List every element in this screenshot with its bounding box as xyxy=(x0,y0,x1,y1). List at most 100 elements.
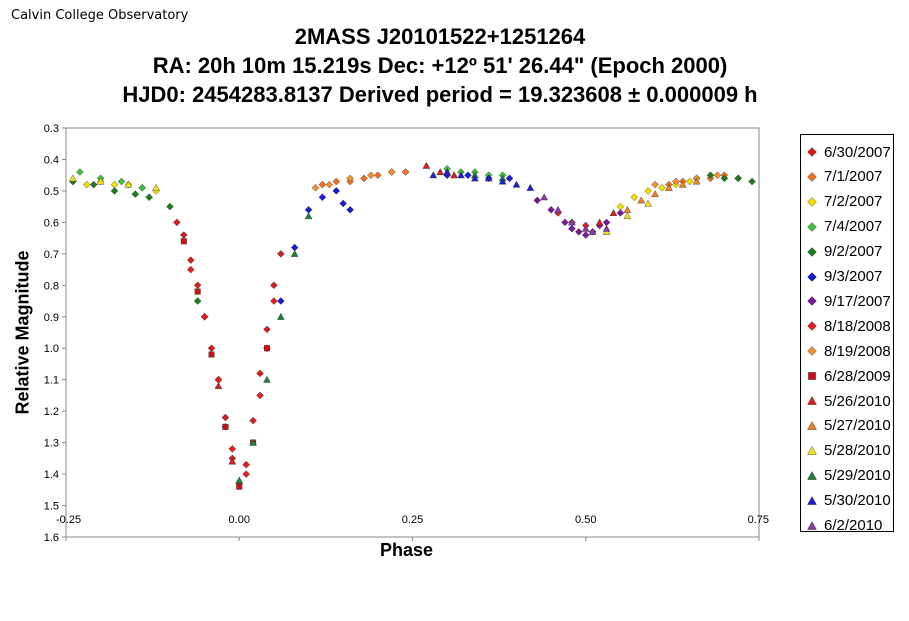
data-point xyxy=(256,369,264,378)
y-tick-label: 1.2 xyxy=(44,406,59,418)
data-point xyxy=(186,256,195,264)
data-point xyxy=(138,183,147,192)
triangle-marker-icon xyxy=(807,396,817,405)
data-point xyxy=(651,190,659,198)
legend-item: 7/2/2007 xyxy=(806,193,882,211)
triangle-marker-icon xyxy=(807,470,817,480)
data-point xyxy=(685,177,694,186)
triangle-marker-icon xyxy=(807,520,817,530)
data-point xyxy=(630,193,639,201)
data-point xyxy=(554,205,562,213)
y-tick-label: 0.7 xyxy=(44,249,59,261)
y-tick-label: 1.5 xyxy=(44,501,59,513)
data-point xyxy=(581,231,590,239)
data-point xyxy=(124,180,133,188)
data-point xyxy=(235,476,244,484)
y-tick-label: 1.3 xyxy=(44,438,59,450)
data-point xyxy=(672,177,680,186)
data-point xyxy=(498,177,507,185)
data-point xyxy=(644,187,652,195)
data-point xyxy=(609,209,618,216)
data-point xyxy=(194,288,201,295)
legend-item: 9/17/2007 xyxy=(806,292,891,310)
legend-label: 9/2/2007 xyxy=(824,243,883,261)
legend-label: 7/4/2007 xyxy=(824,218,883,236)
legend-label: 9/17/2007 xyxy=(824,292,891,310)
x-tick-label: -0.25 xyxy=(56,514,81,526)
diamond-marker-icon xyxy=(807,346,817,356)
data-point xyxy=(311,183,320,192)
data-point xyxy=(270,281,278,290)
data-point xyxy=(637,196,646,204)
data-point xyxy=(457,171,465,179)
data-point xyxy=(401,168,410,176)
data-point xyxy=(318,193,327,201)
data-point xyxy=(346,174,354,183)
legend-label: 8/19/2008 xyxy=(824,342,891,360)
data-point xyxy=(595,218,604,226)
data-point xyxy=(214,382,223,389)
y-tick-label: 1.0 xyxy=(44,343,59,355)
legend-item: 6/30/2007 xyxy=(806,143,891,161)
data-point xyxy=(263,375,271,383)
x-tick-label: 0.00 xyxy=(229,514,250,526)
y-tick-label: 0.3 xyxy=(44,123,59,135)
y-axis-title: Relative Magnitude xyxy=(12,250,33,415)
data-point xyxy=(547,206,555,214)
data-point xyxy=(200,312,209,321)
chart-title: 2MASS J20101522+1251264 xyxy=(294,24,586,49)
data-point xyxy=(734,174,742,183)
data-point xyxy=(678,180,687,188)
data-point xyxy=(332,177,341,186)
legend-label: 5/30/2010 xyxy=(824,492,891,510)
data-point xyxy=(236,483,243,490)
data-point xyxy=(616,209,625,217)
data-point xyxy=(332,187,341,195)
legend-item: 8/19/2008 xyxy=(806,342,891,360)
data-point xyxy=(222,423,229,430)
data-point xyxy=(588,227,597,235)
data-point xyxy=(651,180,659,189)
legend: 6/30/2007 7/1/2007 7/2/2007 7/4/2007 9/2/200… xyxy=(800,134,894,534)
data-point xyxy=(96,177,105,185)
data-point xyxy=(110,187,119,195)
y-tick-label: 0.9 xyxy=(44,312,59,324)
observatory-credit: Calvin College Observatory xyxy=(11,8,189,23)
legend-label: 5/26/2010 xyxy=(824,392,891,410)
data-point xyxy=(69,174,77,182)
data-point xyxy=(228,457,237,465)
legend-item: 7/1/2007 xyxy=(806,168,882,186)
data-point xyxy=(387,168,396,176)
data-point xyxy=(83,180,91,189)
data-point xyxy=(325,180,334,189)
legend-item: 5/30/2010 xyxy=(806,492,891,510)
data-point xyxy=(76,168,84,176)
y-tick-label: 0.8 xyxy=(44,280,59,292)
data-point xyxy=(256,391,264,400)
data-point xyxy=(623,212,632,220)
data-point xyxy=(360,174,368,183)
data-point xyxy=(145,193,153,201)
data-point xyxy=(166,202,174,211)
data-point xyxy=(277,297,285,305)
legend-label: 7/2/2007 xyxy=(824,193,883,211)
data-point xyxy=(436,168,445,176)
data-point xyxy=(450,171,458,179)
legend-item: 5/28/2010 xyxy=(806,442,891,460)
diamond-marker-icon xyxy=(807,172,817,182)
diamond-marker-icon xyxy=(807,221,817,232)
data-point xyxy=(180,238,187,245)
legend-item: 9/2/2007 xyxy=(806,243,882,261)
data-point xyxy=(263,345,270,352)
y-tick-label: 1.1 xyxy=(44,375,59,387)
data-point xyxy=(533,196,542,205)
legend-label: 5/27/2010 xyxy=(824,417,891,435)
chart-period: HJD0: 2454283.8137 Derived period = 19.3… xyxy=(122,82,758,107)
data-point xyxy=(304,212,313,220)
diamond-marker-icon xyxy=(807,296,817,307)
chart-coordinates: RA: 20h 10m 15.219s Dec: +12º 51' 26.44"… xyxy=(152,53,728,78)
data-point xyxy=(505,174,514,183)
legend-item: 8/18/2008 xyxy=(806,317,891,335)
data-point xyxy=(561,218,569,227)
y-tick-label: 0.6 xyxy=(44,217,59,229)
